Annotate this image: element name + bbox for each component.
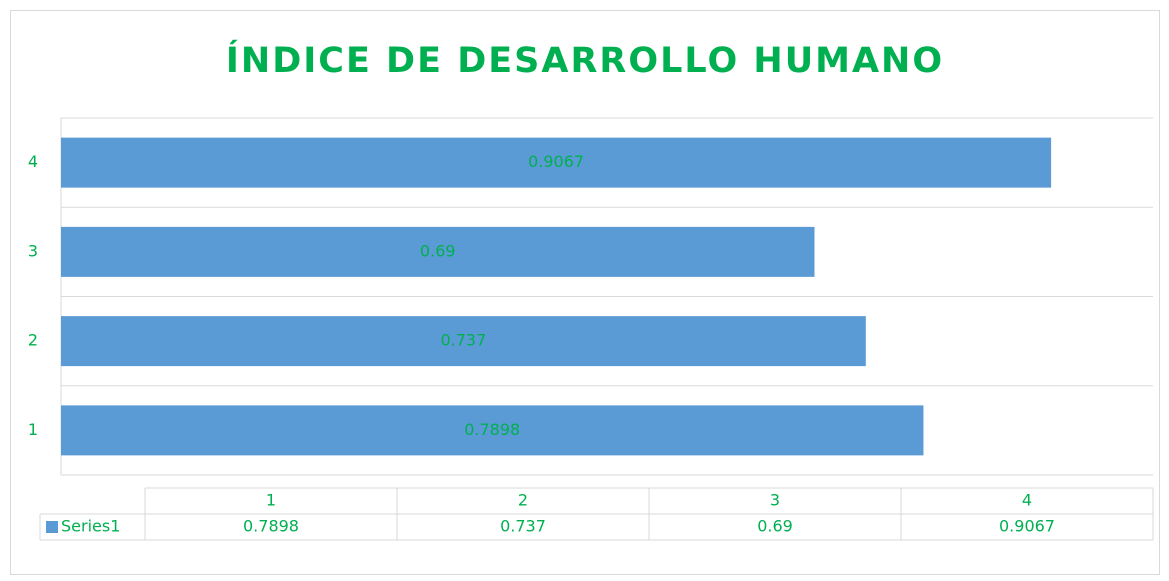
bar [61,405,924,456]
legend-label: Series1 [61,517,120,536]
y-tick-label: 3 [28,241,38,260]
y-tick-label: 1 [28,420,38,439]
data-label: 0.9067 [528,152,584,171]
table-header: 4 [1022,491,1032,510]
chart-border [10,10,1160,575]
legend-key [46,521,58,533]
bar [61,137,1052,188]
data-label: 0.69 [420,241,456,260]
bar [61,226,815,277]
data-label: 0.7898 [464,420,520,439]
table-cell: 0.737 [500,517,546,536]
table-cell: 0.7898 [243,517,299,536]
table-cell: 0.69 [757,517,793,536]
chart-title: ÍNDICE DE DESARROLLO HUMANO [226,39,944,81]
table-header: 3 [770,491,780,510]
table-header: 2 [518,491,528,510]
table-header: 1 [266,491,276,510]
data-label: 0.737 [440,331,486,350]
table-cell: 0.9067 [999,517,1055,536]
bar [61,316,866,367]
y-tick-label: 4 [28,152,38,171]
y-tick-label: 2 [28,331,38,350]
